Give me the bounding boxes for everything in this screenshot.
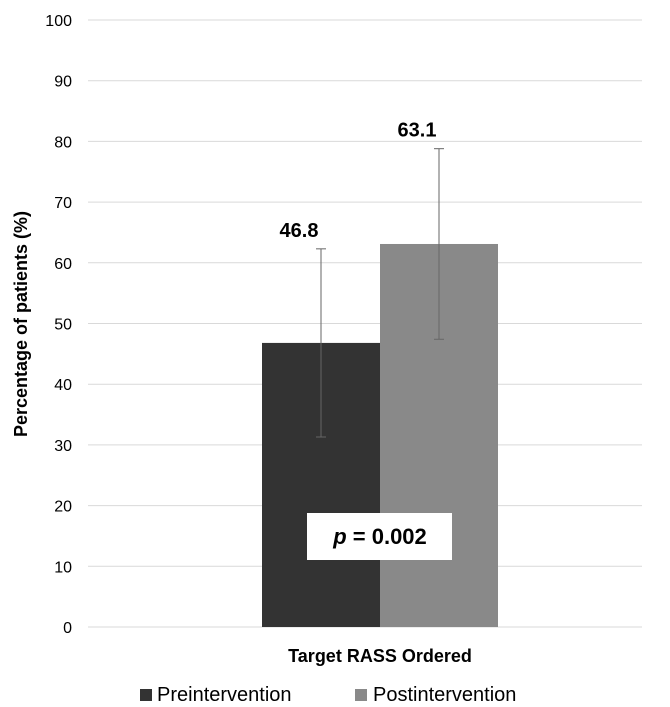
error-bar-postintervention — [434, 148, 444, 340]
bars — [262, 243, 498, 627]
y-tick-label: 80 — [54, 134, 72, 151]
p-value-text: p = 0.002 — [332, 524, 427, 549]
y-tick-label: 100 — [45, 13, 72, 30]
data-label-preintervention: 46.8 — [280, 220, 319, 242]
y-tick-label: 70 — [54, 195, 72, 212]
p-value-annotation: p = 0.002 — [307, 513, 452, 560]
legend-label: Preintervention — [157, 684, 292, 706]
x-category-label: Target RASS Ordered — [288, 646, 472, 666]
legend: Preintervention Postintervention — [140, 684, 516, 706]
legend-swatch — [140, 689, 152, 701]
y-tick-label: 10 — [54, 559, 72, 576]
y-tick-label: 50 — [54, 317, 72, 334]
legend-item-preintervention: Preintervention — [140, 684, 292, 706]
legend-item-postintervention: Postintervention — [355, 684, 516, 706]
legend-swatch — [355, 689, 367, 701]
error-bars — [316, 148, 444, 438]
error-bar-preintervention — [316, 248, 326, 438]
data-labels: 46.8 63.1 — [280, 120, 437, 242]
y-tick-label: 60 — [54, 256, 72, 273]
p-value-box — [307, 513, 452, 560]
legend-label: Postintervention — [373, 684, 516, 706]
y-tick-label: 90 — [54, 74, 72, 91]
data-label-postintervention: 63.1 — [398, 120, 437, 142]
y-tick-label: 20 — [54, 499, 72, 516]
y-tick-label: 40 — [54, 377, 72, 394]
y-tick-labels: 0 10 20 30 40 50 60 70 80 90 100 — [45, 13, 72, 637]
y-axis-title: Percentage of patients (%) — [11, 211, 31, 437]
y-tick-label: 30 — [54, 438, 72, 455]
p-symbol: p — [332, 524, 346, 549]
y-tick-label: 0 — [63, 620, 72, 637]
p-value: = 0.002 — [347, 524, 427, 549]
